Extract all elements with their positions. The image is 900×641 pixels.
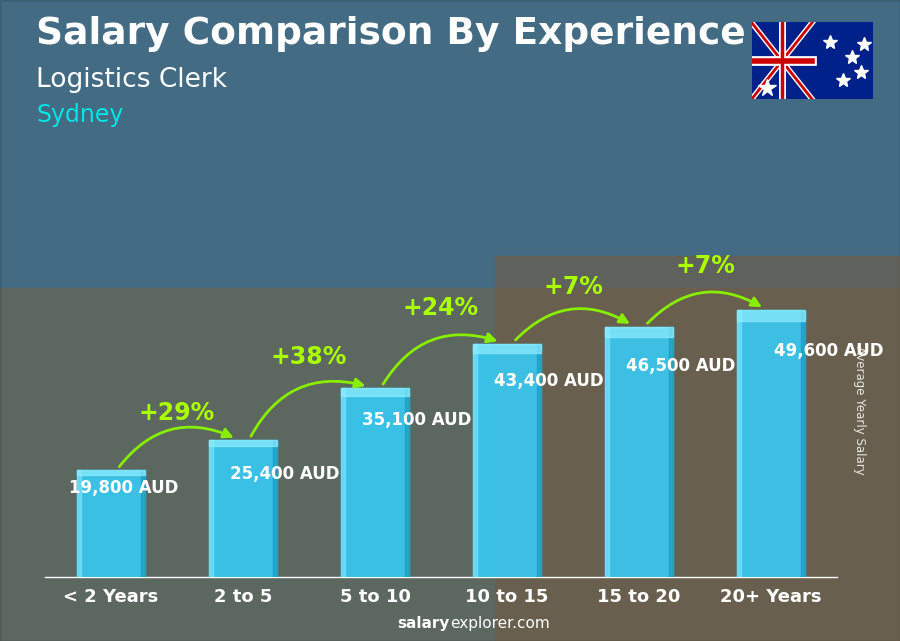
Bar	[737, 310, 742, 577]
Text: 19,800 AUD: 19,800 AUD	[68, 479, 178, 497]
Text: Sydney: Sydney	[36, 103, 123, 126]
Bar	[605, 327, 673, 337]
Bar	[209, 440, 277, 445]
Bar	[76, 470, 145, 577]
Text: Logistics Clerk: Logistics Clerk	[36, 67, 227, 94]
Text: Salary Comparison By Experience: Salary Comparison By Experience	[36, 16, 746, 52]
Text: +29%: +29%	[139, 401, 215, 426]
Bar	[0, 288, 900, 641]
Bar	[605, 327, 673, 577]
Bar	[140, 470, 145, 577]
Bar	[495, 256, 900, 641]
Bar	[209, 440, 213, 577]
Text: +7%: +7%	[543, 275, 603, 299]
Bar	[605, 327, 609, 577]
Bar	[472, 344, 478, 577]
Text: explorer.com: explorer.com	[450, 617, 550, 631]
Text: +24%: +24%	[403, 296, 479, 320]
Bar	[737, 310, 806, 577]
Bar	[404, 388, 410, 577]
Bar	[800, 310, 806, 577]
Bar	[472, 344, 541, 353]
Bar	[536, 344, 541, 577]
Text: 43,400 AUD: 43,400 AUD	[494, 372, 603, 390]
Bar	[341, 388, 346, 577]
Text: 46,500 AUD: 46,500 AUD	[626, 357, 735, 375]
Bar	[341, 388, 410, 577]
Bar	[76, 470, 82, 577]
Text: salary: salary	[398, 617, 450, 631]
Bar	[737, 310, 806, 321]
Bar	[209, 440, 277, 577]
Text: 25,400 AUD: 25,400 AUD	[230, 465, 339, 483]
Bar	[0, 0, 900, 417]
Text: +38%: +38%	[271, 345, 347, 369]
Bar	[76, 470, 145, 475]
Text: 35,100 AUD: 35,100 AUD	[362, 411, 472, 429]
Bar	[273, 440, 277, 577]
Text: +7%: +7%	[675, 254, 735, 278]
Text: Average Yearly Salary: Average Yearly Salary	[853, 346, 866, 474]
Text: 49,600 AUD: 49,600 AUD	[774, 342, 883, 360]
Bar	[669, 327, 673, 577]
Bar	[341, 388, 410, 395]
Bar	[472, 344, 541, 577]
